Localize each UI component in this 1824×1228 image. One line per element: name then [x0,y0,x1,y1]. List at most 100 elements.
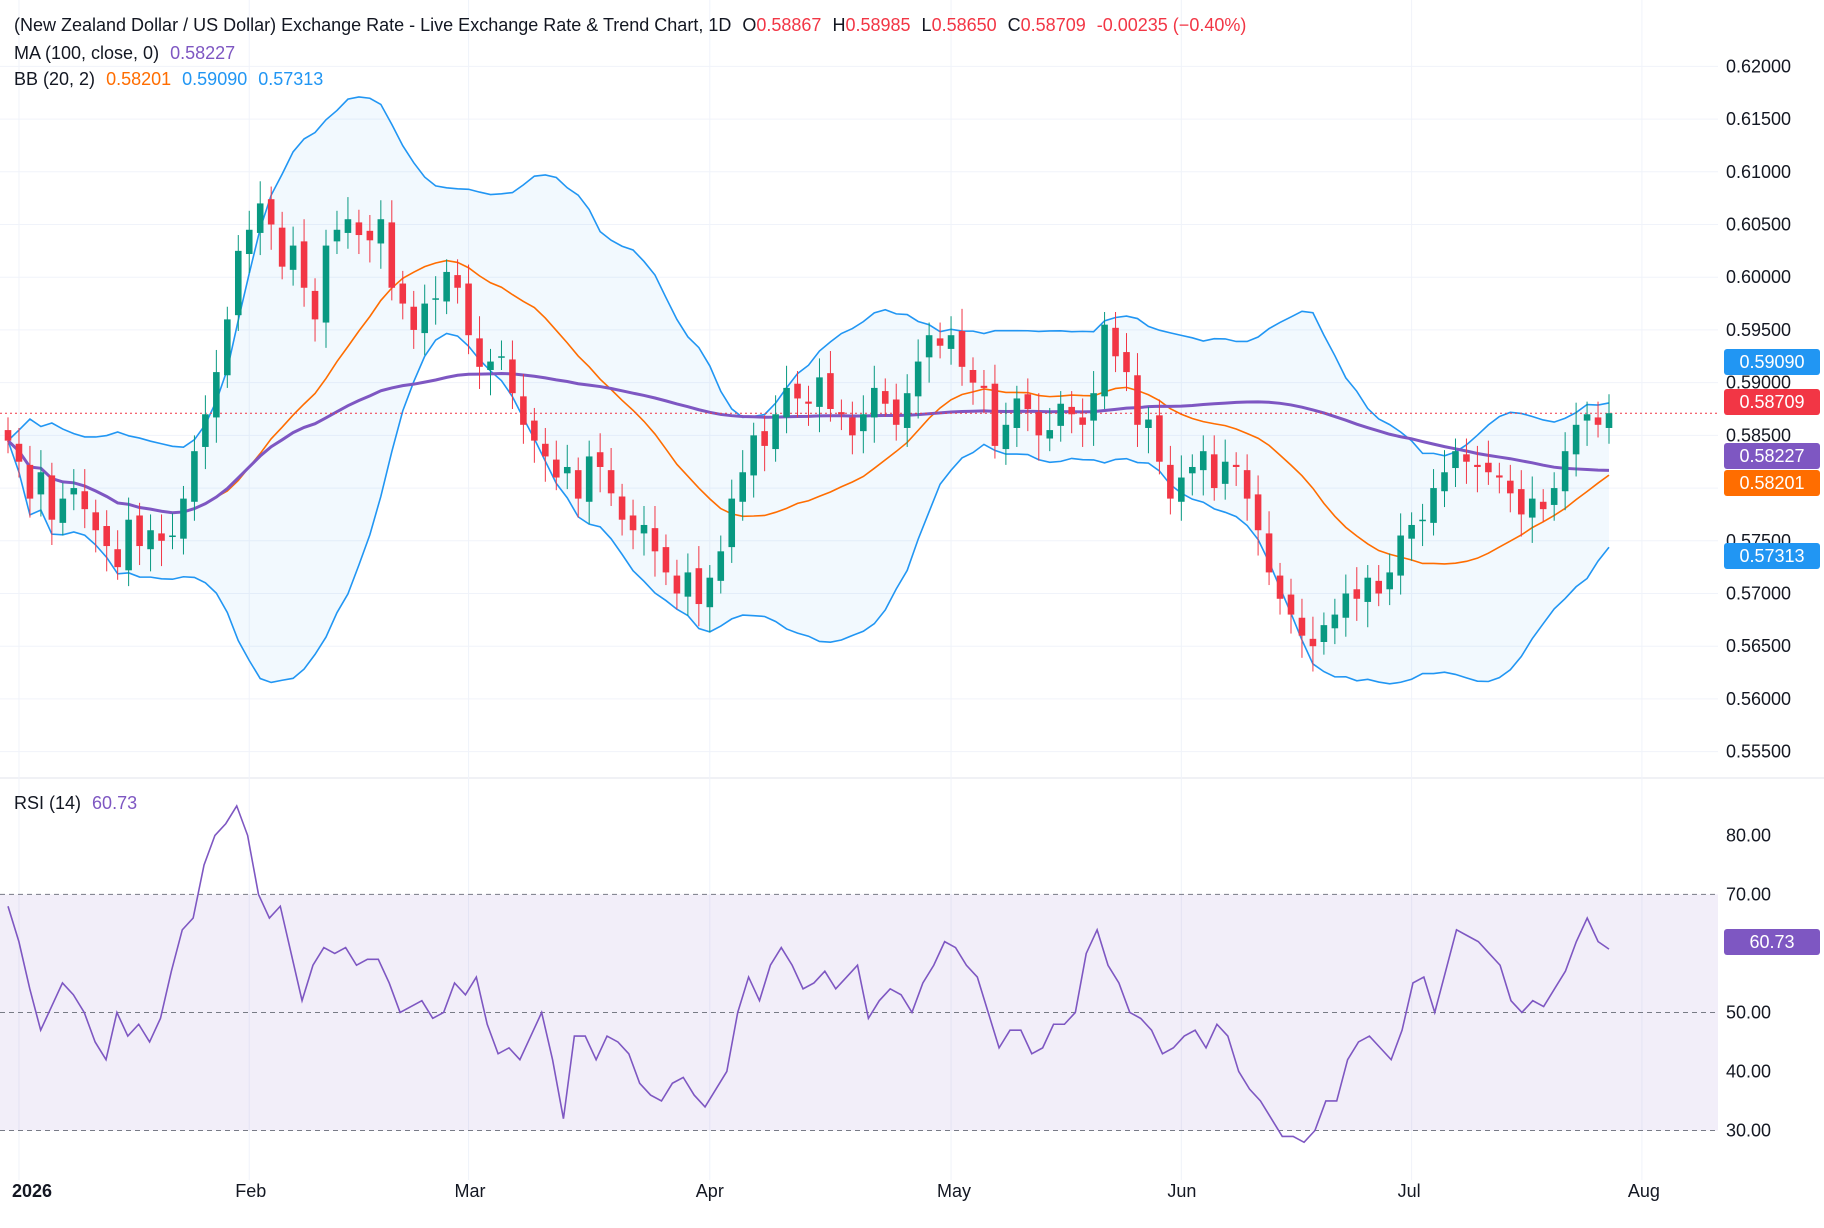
candle-body [838,412,845,415]
candle-body [114,549,121,568]
time-axis-label: Jun [1167,1181,1196,1201]
candle-body [191,451,198,502]
candle-body [1199,451,1207,471]
candle-body [980,385,988,388]
bb-legend: BB (20, 2) 0.58201 0.59090 0.57313 [14,68,329,90]
open-label: O [742,15,757,35]
candle-body [607,470,615,494]
candle-body [1375,580,1383,594]
candle-body [1485,462,1492,473]
rsi-line [7,804,1610,1144]
candle-body [892,399,900,425]
candle-body [180,498,187,539]
price-axis-label: 0.60000 [1726,267,1791,287]
close-value: 0.58709 [1020,15,1086,35]
candle-body [684,572,692,597]
candle-body [15,443,23,462]
ma-legend-value: 0.58227 [170,43,236,63]
time-axis-label: Apr [696,1181,724,1201]
candle-body [860,414,867,432]
candle-body [300,241,308,288]
low-value: 0.58650 [931,15,997,35]
rsi-axis-label: 80.00 [1726,825,1771,845]
candle-body [1430,488,1437,523]
candle-body [1517,489,1525,515]
candle-body [158,533,165,541]
candle-body [92,512,100,531]
candle-body [1221,461,1229,484]
candle-body [673,575,681,594]
candle-body [827,373,834,409]
candle-body [388,222,396,288]
time-axis-label: Aug [1628,1181,1660,1201]
candle-body [59,498,67,523]
price-axis-label: 0.59000 [1726,373,1791,393]
price-axis-label: 0.62000 [1726,56,1791,76]
candle-body [1572,424,1580,455]
candle-body [289,245,297,270]
candle-body [1210,454,1218,489]
chart-title: (New Zealand Dollar / US Dollar) Exchang… [14,15,732,35]
bb-lower-price-tag: 0.57313 [1724,543,1820,569]
candle-body [26,464,34,499]
time-axis-label: Feb [235,1181,266,1201]
candle-body [333,229,341,242]
candle-body [1002,424,1010,450]
candle-body [871,387,878,418]
candle-body [717,551,725,581]
price-axis-label: 0.55500 [1726,742,1791,762]
rsi-axis-label: 30.00 [1726,1120,1771,1140]
candle-body [1232,464,1240,467]
candle-body [465,283,472,336]
ma-legend: MA (100, close, 0) 0.58227 [14,42,241,64]
candle-body [651,528,659,552]
candle-body [48,475,56,520]
candle-body [432,298,439,300]
candle-body [728,498,736,548]
candle-body [1496,475,1503,478]
rsi-legend: RSI (14) 60.73 [14,792,143,814]
candle-body [618,496,626,520]
candle-body [355,222,363,236]
candle-body [1583,414,1591,421]
close-label: C [1007,15,1021,35]
candle-body [1550,488,1558,505]
candle-body [881,391,889,404]
candle-body [1145,419,1152,428]
price-axis-label: 0.56500 [1726,636,1791,656]
candle-body [1167,464,1174,499]
candle-body [1265,533,1273,573]
candle-body [70,488,78,495]
candle-body [585,456,593,502]
candle-body [794,383,801,399]
candle-body [1594,417,1602,425]
change-value: -0.00235 (−0.40%) [1096,15,1247,35]
candle-body [772,414,779,450]
high-label: H [832,15,846,35]
candle-body [520,396,527,425]
candle-body [1178,477,1185,502]
candle-body [552,459,560,478]
candle-body [849,417,856,436]
bb-legend-label: BB (20, 2) [14,69,96,89]
rsi-legend-label: RSI (14) [14,793,82,813]
candle-body [969,369,977,383]
candle-body [1013,398,1021,428]
candle-body [1035,412,1043,436]
bb-lower-line [7,332,1610,685]
bb-legend-lower: 0.57313 [258,69,324,89]
price-axis-label: 0.61500 [1726,109,1791,129]
candle-body [991,383,999,446]
candle-body [1079,417,1086,425]
candle-body [1134,375,1141,425]
candle-body [816,377,823,407]
open-value: 0.58867 [756,15,822,35]
candle-body [1353,589,1361,599]
candle-body [278,227,286,267]
candle-body [410,306,418,330]
candle-body [245,229,253,255]
candle-body [509,359,516,394]
candle-body [443,271,450,302]
bb-upper-price-tag: 0.59090 [1724,349,1820,375]
